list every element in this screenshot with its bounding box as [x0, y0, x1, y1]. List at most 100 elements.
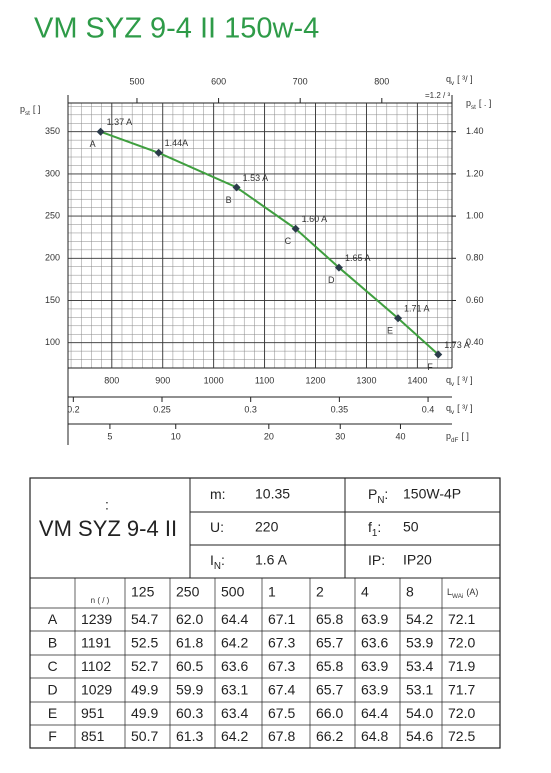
noise-cell: F — [48, 728, 57, 744]
x-tick-label: 1100 — [255, 375, 274, 385]
noise-cell: 60.3 — [176, 705, 203, 721]
x2-axis-label-part: v — [451, 80, 455, 87]
y2-tick-label: 0.40 — [466, 337, 484, 347]
noise-cell: 63.9 — [361, 682, 388, 698]
x-tick-label: 800 — [104, 375, 119, 385]
noise-cell: 63.9 — [361, 611, 388, 627]
noise-cell: 72.1 — [448, 611, 475, 627]
y-axis-label: pst[ ] — [20, 104, 40, 117]
noise-header: 500 — [221, 584, 245, 600]
x-tick-label: 1400 — [407, 375, 427, 385]
point-marker — [434, 350, 443, 359]
noise-cell: 52.5 — [131, 635, 158, 651]
noise-cell: 851 — [81, 728, 105, 744]
noise-cell: 67.5 — [268, 705, 295, 721]
y2-tick-label: 0.60 — [466, 295, 484, 305]
x3-tick-label: 0.4 — [422, 404, 435, 414]
noise-header: 1 — [268, 584, 276, 600]
noise-cell: 60.5 — [176, 658, 203, 674]
point-marker — [232, 183, 241, 192]
noise-cell: 67.3 — [268, 658, 295, 674]
spec-label: IP: — [368, 552, 385, 568]
noise-cell: 53.9 — [406, 635, 433, 651]
noise-cell: 71.9 — [448, 658, 475, 674]
noise-header: 2 — [316, 584, 324, 600]
x3-axis-label: qv[ ³/ ] — [446, 403, 473, 416]
x4-axis-label-part: [ ] — [461, 431, 469, 441]
point-annotation: 1.37 A — [107, 117, 133, 127]
spec-value: IP20 — [403, 552, 432, 568]
noise-header: 4 — [361, 584, 369, 600]
noise-level-label-part: WAi — [452, 593, 463, 600]
point-annotation: 1.65 A — [345, 253, 371, 263]
spec-label: IN: — [210, 552, 225, 572]
noise-level-label-part: L — [447, 587, 452, 597]
spec-value: 1.6 A — [255, 552, 288, 568]
x-tick-label: 900 — [155, 375, 170, 385]
y2-axis-label: pst[ . ] — [466, 98, 491, 111]
spec-label-part: f — [368, 519, 372, 535]
noise-level-label: LWAi (A) — [447, 587, 478, 600]
x-axis-label: qv[ ³/ ] — [446, 375, 473, 388]
noise-cell: 65.8 — [316, 658, 343, 674]
noise-cell: 63.9 — [361, 658, 388, 674]
x2-axis-label: qv[ ³/ ] — [446, 74, 473, 87]
noise-cell: 67.1 — [268, 611, 295, 627]
noise-cell: 65.7 — [316, 682, 343, 698]
spec-label-part: IP — [368, 552, 381, 568]
curve — [100, 130, 439, 356]
noise-header: 125 — [131, 584, 155, 600]
spec-label-part: : — [222, 486, 226, 502]
noise-cell: 64.4 — [221, 611, 248, 627]
spec-label-part: m — [210, 486, 222, 502]
noise-cell: 66.2 — [316, 728, 343, 744]
noise-cell: 64.2 — [221, 635, 248, 651]
x4-axis-label-part: dF — [451, 437, 459, 444]
x4-tick-label: 40 — [395, 431, 405, 441]
y2-axis-label-part: p — [466, 98, 471, 108]
noise-cell: 72.0 — [448, 705, 475, 721]
point-annotation: 1.71 A — [404, 304, 430, 314]
point-label: B — [226, 195, 232, 205]
point-label: A — [90, 139, 96, 149]
x2-tick-label: 800 — [374, 76, 389, 86]
noise-cell: 53.4 — [406, 658, 433, 674]
noise-header: 8 — [406, 584, 414, 600]
noise-cell: 61.8 — [176, 635, 203, 651]
spec-value: 150W-4P — [403, 486, 461, 502]
noise-cell: 67.8 — [268, 728, 295, 744]
x4-axis-label: pdF[ ] — [446, 431, 469, 444]
x3-tick-label: 0.25 — [153, 404, 171, 414]
noise-cell: 49.9 — [131, 682, 158, 698]
point-annotation: 1.60 A — [302, 214, 328, 224]
x2-tick-label: 500 — [129, 76, 144, 86]
x3-axis-label-part: q — [446, 403, 451, 413]
noise-level-label-part: (A) — [466, 587, 478, 597]
spec-label-part: : — [377, 519, 381, 535]
spec-label: m: — [210, 486, 226, 502]
x2-tick-label: 600 — [211, 76, 226, 86]
table-frame — [29, 477, 501, 749]
y-axis-label-part: st — [25, 110, 30, 117]
noise-cell: 54.7 — [131, 611, 158, 627]
noise-cell: 71.7 — [448, 682, 475, 698]
spec-label-part: N — [214, 561, 221, 572]
noise-cell: 63.6 — [221, 658, 248, 674]
noise-cell: 1029 — [81, 682, 112, 698]
point-annotation: 1.44A — [165, 138, 189, 148]
spec-label-part: : — [221, 552, 225, 568]
noise-cell: 65.7 — [316, 635, 343, 651]
noise-cell: 951 — [81, 705, 105, 721]
page-title: VM SYZ 9-4 II 150w-4 — [34, 13, 319, 45]
point-label: E — [387, 326, 393, 336]
spec-label-part: P — [368, 486, 377, 502]
x3-axis-label-part: v — [451, 409, 455, 416]
y2-tick-label: 1.20 — [466, 168, 484, 178]
spec-value: 50 — [403, 519, 419, 535]
y2-tick-label: 0.80 — [466, 253, 484, 263]
y-tick-label: 150 — [45, 295, 60, 305]
spec-label-part: : — [384, 486, 388, 502]
y-tick-label: 200 — [45, 253, 60, 263]
y2-axis-label-part: st — [471, 104, 476, 111]
